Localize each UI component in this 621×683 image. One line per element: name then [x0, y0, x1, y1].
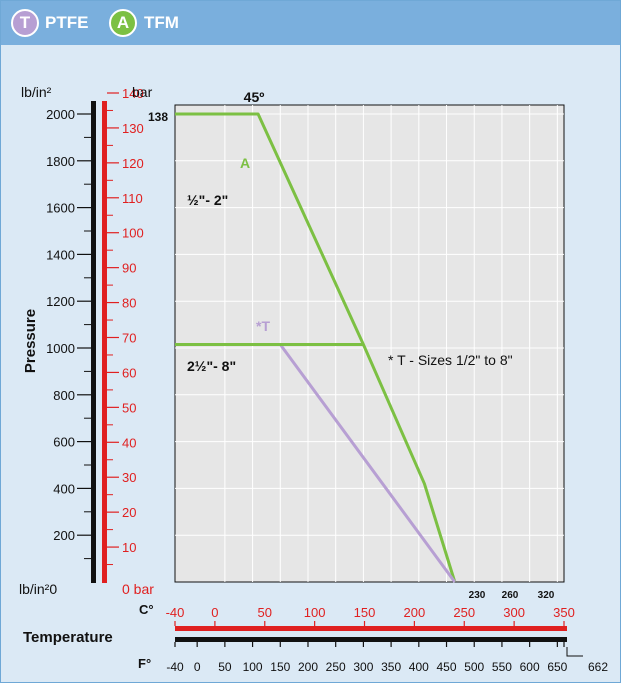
psi-scale-bar: [91, 101, 96, 583]
celsius-tick-label: 350: [553, 605, 575, 620]
fahrenheit-tick-label: 0: [194, 660, 201, 674]
series-label-t: *T: [256, 318, 270, 334]
bar-tick-label: 60: [122, 365, 136, 380]
celsius-tick-label: 50: [258, 605, 272, 620]
celsius-tick-label: -40: [166, 605, 185, 620]
fahrenheit-scale-bar: [175, 637, 567, 642]
tfm-label: TFM: [144, 13, 179, 32]
psi-tick-label: 800: [53, 388, 75, 403]
fahrenheit-tick-label: 450: [437, 660, 457, 674]
angle-annotation: 45º: [244, 89, 265, 105]
size-range-small: ½"- 2": [187, 192, 228, 208]
tfm-badge: A: [109, 9, 137, 37]
psi-tick-label: 1400: [46, 247, 75, 262]
psi-tick-label: 600: [53, 435, 75, 450]
ptfe-label: PTFE: [45, 13, 89, 32]
y-axis-title: Pressure: [22, 309, 39, 373]
series-lines: [175, 112, 457, 583]
fahrenheit-tick-label: 550: [492, 660, 512, 674]
psi-unit-label: lb/in²: [21, 84, 52, 100]
size-range-large: 2½"- 8": [187, 358, 236, 374]
psi-tick-label: 400: [53, 481, 75, 496]
fahrenheit-tick-label: 662: [588, 660, 608, 674]
bar-tick-label: 30: [122, 470, 136, 485]
fahrenheit-tick-label: 250: [326, 660, 346, 674]
psi-zero-label: lb/in²0: [19, 581, 57, 597]
series-label-a: A: [240, 155, 250, 171]
bar-tick-label: 90: [122, 261, 136, 276]
bar-zero-label: 0 bar: [122, 581, 154, 597]
fahrenheit-tick-label: 650: [547, 660, 567, 674]
plot-baseline-label: 230: [469, 590, 486, 601]
bar-tick-label: 130: [122, 121, 144, 136]
psi-tick-label: 2000: [46, 107, 75, 122]
celsius-tick-label: 100: [304, 605, 326, 620]
bar-tick-label: 20: [122, 505, 136, 520]
bar-unit-label: bar: [132, 84, 153, 100]
axes: 2000180016001400120010008006004002001401…: [19, 84, 608, 674]
psi-tick-label: 1600: [46, 201, 75, 216]
fahrenheit-tick-label: 500: [464, 660, 484, 674]
bar-tick-label: 40: [122, 435, 136, 450]
celsius-scale-bar: [175, 626, 567, 631]
psi-tick-label: 1800: [46, 154, 75, 169]
fahrenheit-tick-label: 350: [381, 660, 401, 674]
labels: A *T 45º 138 ½"- 2" 2½"- 8" * T - Sizes 1/2" t…: [148, 89, 513, 374]
plot-baseline-label: 260: [502, 590, 519, 601]
bar-tick-label: 10: [122, 540, 136, 555]
celsius-tick-label: 300: [503, 605, 525, 620]
psi-tick-label: 200: [53, 528, 75, 543]
ptfe-badge: T: [11, 9, 39, 37]
bar-tick-label: 70: [122, 331, 136, 346]
footnote-annotation: * T - Sizes 1/2" to 8": [388, 352, 513, 368]
fahrenheit-tick-label: -40: [166, 660, 184, 674]
plot-baseline-label: 320: [538, 590, 555, 601]
fahrenheit-tick-label: 150: [270, 660, 290, 674]
bar-tick-label: 100: [122, 226, 144, 241]
celsius-unit-label: C°: [139, 602, 154, 617]
bar-tick-label: 110: [122, 191, 143, 206]
x-axis-title: Temperature: [23, 629, 113, 646]
psi-tick-label: 1200: [46, 294, 75, 309]
bar-tick-label: 140: [122, 86, 144, 101]
bar-tick-label: 80: [122, 296, 136, 311]
celsius-tick-label: 200: [404, 605, 426, 620]
fahrenheit-end-bracket: [566, 647, 583, 657]
bar-tick-label: 120: [122, 156, 144, 171]
fahrenheit-unit-label: F°: [138, 656, 151, 671]
legend-header: T PTFE A TFM: [1, 1, 620, 45]
celsius-tick-label: 250: [453, 605, 475, 620]
celsius-tick-label: 150: [354, 605, 376, 620]
bar-scale-bar: [102, 101, 107, 583]
fahrenheit-tick-label: 300: [353, 660, 373, 674]
psi-tick-label: 1000: [46, 341, 75, 356]
max-bar-annotation: 138: [148, 110, 168, 124]
bar-tick-label: 50: [122, 400, 136, 415]
fahrenheit-tick-label: 400: [409, 660, 429, 674]
fahrenheit-tick-label: 100: [243, 660, 263, 674]
fahrenheit-tick-label: 200: [298, 660, 318, 674]
celsius-tick-label: 0: [211, 605, 218, 620]
fahrenheit-tick-label: 600: [520, 660, 540, 674]
fahrenheit-tick-label: 50: [218, 660, 232, 674]
